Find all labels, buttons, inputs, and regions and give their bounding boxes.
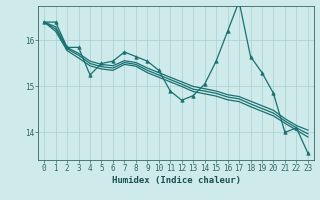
X-axis label: Humidex (Indice chaleur): Humidex (Indice chaleur): [111, 176, 241, 185]
